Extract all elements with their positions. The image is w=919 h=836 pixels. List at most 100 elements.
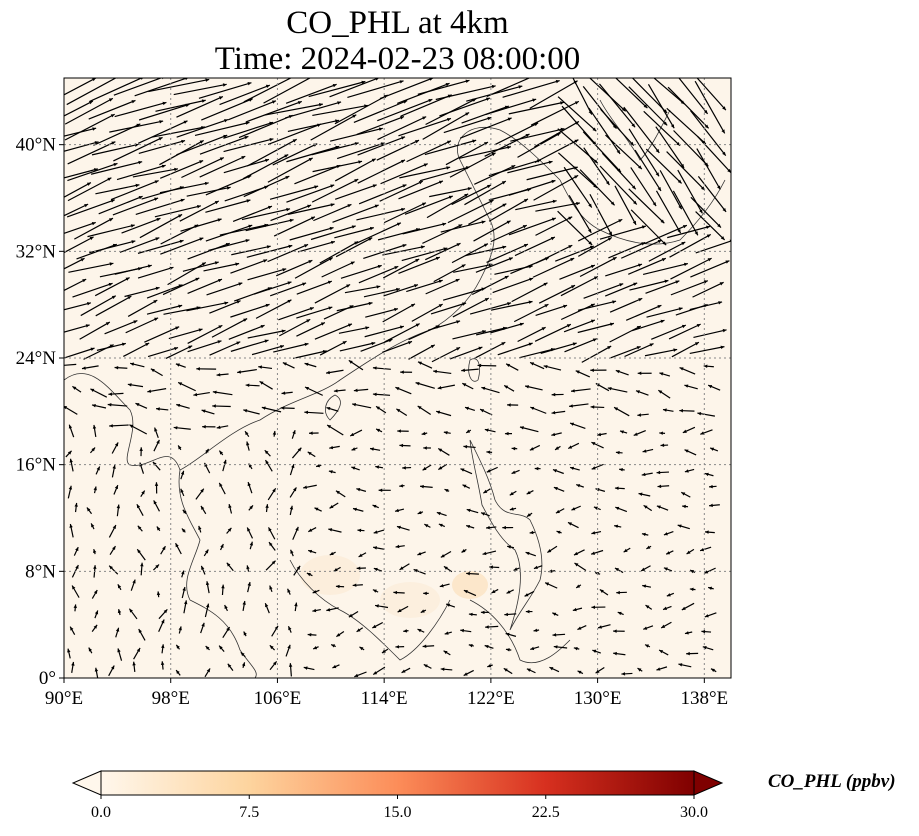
wind-arrow-head: [110, 199, 115, 203]
wind-arrow-head: [153, 300, 158, 304]
wind-arrow-head: [377, 264, 382, 269]
wind-arrow-shaft: [251, 345, 285, 356]
wind-arrow-shaft: [155, 99, 206, 112]
wind-arrow-head: [525, 134, 530, 138]
wind-arrow-head: [595, 383, 600, 387]
wind-arrow-head: [661, 258, 666, 262]
wind-arrow-head: [288, 626, 292, 631]
wind-arrow-head: [718, 301, 723, 305]
wind-arrow-head: [505, 648, 510, 652]
wind-arrow-head: [482, 551, 487, 556]
wind-arrow-head: [472, 139, 477, 143]
wind-arrow-head: [204, 181, 209, 186]
wind-arrow-shaft: [330, 127, 383, 142]
wind-arrow-shaft: [488, 159, 542, 177]
wind-arrow-head: [369, 226, 374, 231]
wind-arrow-head: [704, 124, 709, 129]
wind-arrow-shaft: [223, 121, 274, 139]
wind-arrow-head: [641, 242, 646, 246]
wind-arrow-head: [205, 448, 209, 453]
wind-arrow-shaft: [488, 198, 529, 222]
wind-arrow-head: [587, 228, 592, 233]
wind-arrow-head: [633, 200, 637, 205]
wind-arrow-head: [395, 387, 400, 391]
wind-arrow-head: [523, 198, 528, 203]
wind-arrow-shaft: [476, 327, 507, 336]
wind-arrow-shaft: [95, 184, 140, 195]
wind-arrow-head: [75, 547, 79, 552]
wind-arrow-shaft: [589, 78, 627, 112]
wind-arrow-head: [247, 482, 251, 487]
wind-arrow-head: [504, 385, 509, 389]
wind-arrow-head: [682, 429, 687, 433]
wind-arrow-shaft: [609, 345, 641, 359]
wind-arrow-head: [544, 257, 549, 261]
wind-arrow-shaft: [494, 122, 539, 146]
wind-arrow-head: [637, 668, 642, 672]
wind-arrow-shaft: [577, 322, 615, 334]
wind-arrow-head: [481, 512, 486, 516]
wind-arrow-head: [178, 304, 183, 308]
longitude-axis: 90°E 98°E 106°E 114°E 122°E 130°E 138°E: [45, 678, 728, 709]
wind-arrow-head: [657, 240, 662, 244]
wind-arrow-shaft: [159, 182, 209, 194]
wind-arrow-shaft: [176, 134, 228, 156]
wind-arrow-head: [356, 566, 361, 570]
wind-arrow-head: [502, 525, 506, 530]
wind-arrow-shaft: [490, 224, 528, 243]
wind-arrow-head: [335, 119, 339, 123]
wind-arrow-head: [636, 326, 641, 330]
wind-arrow-head: [227, 663, 232, 668]
wind-arrow-shaft: [605, 263, 643, 277]
wind-arrow-head: [243, 318, 248, 322]
wind-arrow-head: [352, 402, 357, 407]
wind-arrow-shaft: [187, 242, 230, 260]
wind-arrow-shaft: [114, 264, 152, 275]
wind-arrow-head: [466, 429, 471, 433]
wind-arrow-head: [181, 570, 185, 575]
wind-arrow-shaft: [297, 240, 336, 253]
wind-arrow-head: [486, 525, 490, 530]
wind-arrow-head: [314, 507, 319, 511]
wind-arrow-head: [438, 304, 443, 308]
wind-arrow-shaft: [406, 279, 443, 293]
wind-arrow-shaft: [696, 148, 721, 190]
wind-arrow-head: [589, 245, 594, 250]
wind-arrow-head: [630, 141, 634, 146]
wind-arrow-head: [133, 320, 138, 324]
wind-arrow-head: [415, 258, 420, 263]
wind-arrow-head: [593, 506, 598, 510]
wind-arrow-shaft: [168, 328, 203, 340]
wind-arrow-head: [456, 243, 461, 247]
wind-arrow-head: [181, 528, 186, 533]
wind-arrow-shaft: [449, 152, 496, 178]
wind-arrow-head: [678, 205, 682, 210]
wind-arrow-head: [156, 439, 160, 444]
wind-arrow-shaft: [187, 278, 223, 295]
wind-arrow-head: [388, 339, 393, 343]
wind-arrow-head: [483, 243, 488, 247]
wind-arrow-head: [593, 276, 598, 280]
wind-arrow-shaft: [286, 184, 335, 203]
wind-arrow-head: [458, 224, 463, 228]
wind-arrow-head: [423, 163, 428, 167]
wind-arrow-head: [193, 392, 198, 397]
wind-arrow-head: [351, 447, 356, 451]
wind-arrow-head: [202, 424, 206, 429]
wind-arrow-head: [617, 611, 622, 616]
wind-arrow-head: [307, 633, 312, 637]
wind-arrow-head: [503, 668, 508, 672]
wind-arrow-head: [117, 584, 122, 589]
wind-arrow-head: [153, 500, 157, 505]
wind-arrow-shaft: [406, 140, 452, 163]
wind-arrow-head: [327, 280, 332, 285]
wind-arrow-head: [350, 261, 355, 265]
wind-arrow-shaft: [614, 185, 637, 226]
wind-arrow-shaft: [443, 116, 492, 134]
wind-arrow-shaft: [380, 163, 428, 185]
wind-arrow-head: [383, 95, 388, 99]
wind-arrow-head: [504, 612, 509, 617]
wind-arrow-head: [485, 625, 489, 629]
wind-arrow-head: [417, 405, 422, 410]
concentration-patch: [380, 582, 440, 618]
